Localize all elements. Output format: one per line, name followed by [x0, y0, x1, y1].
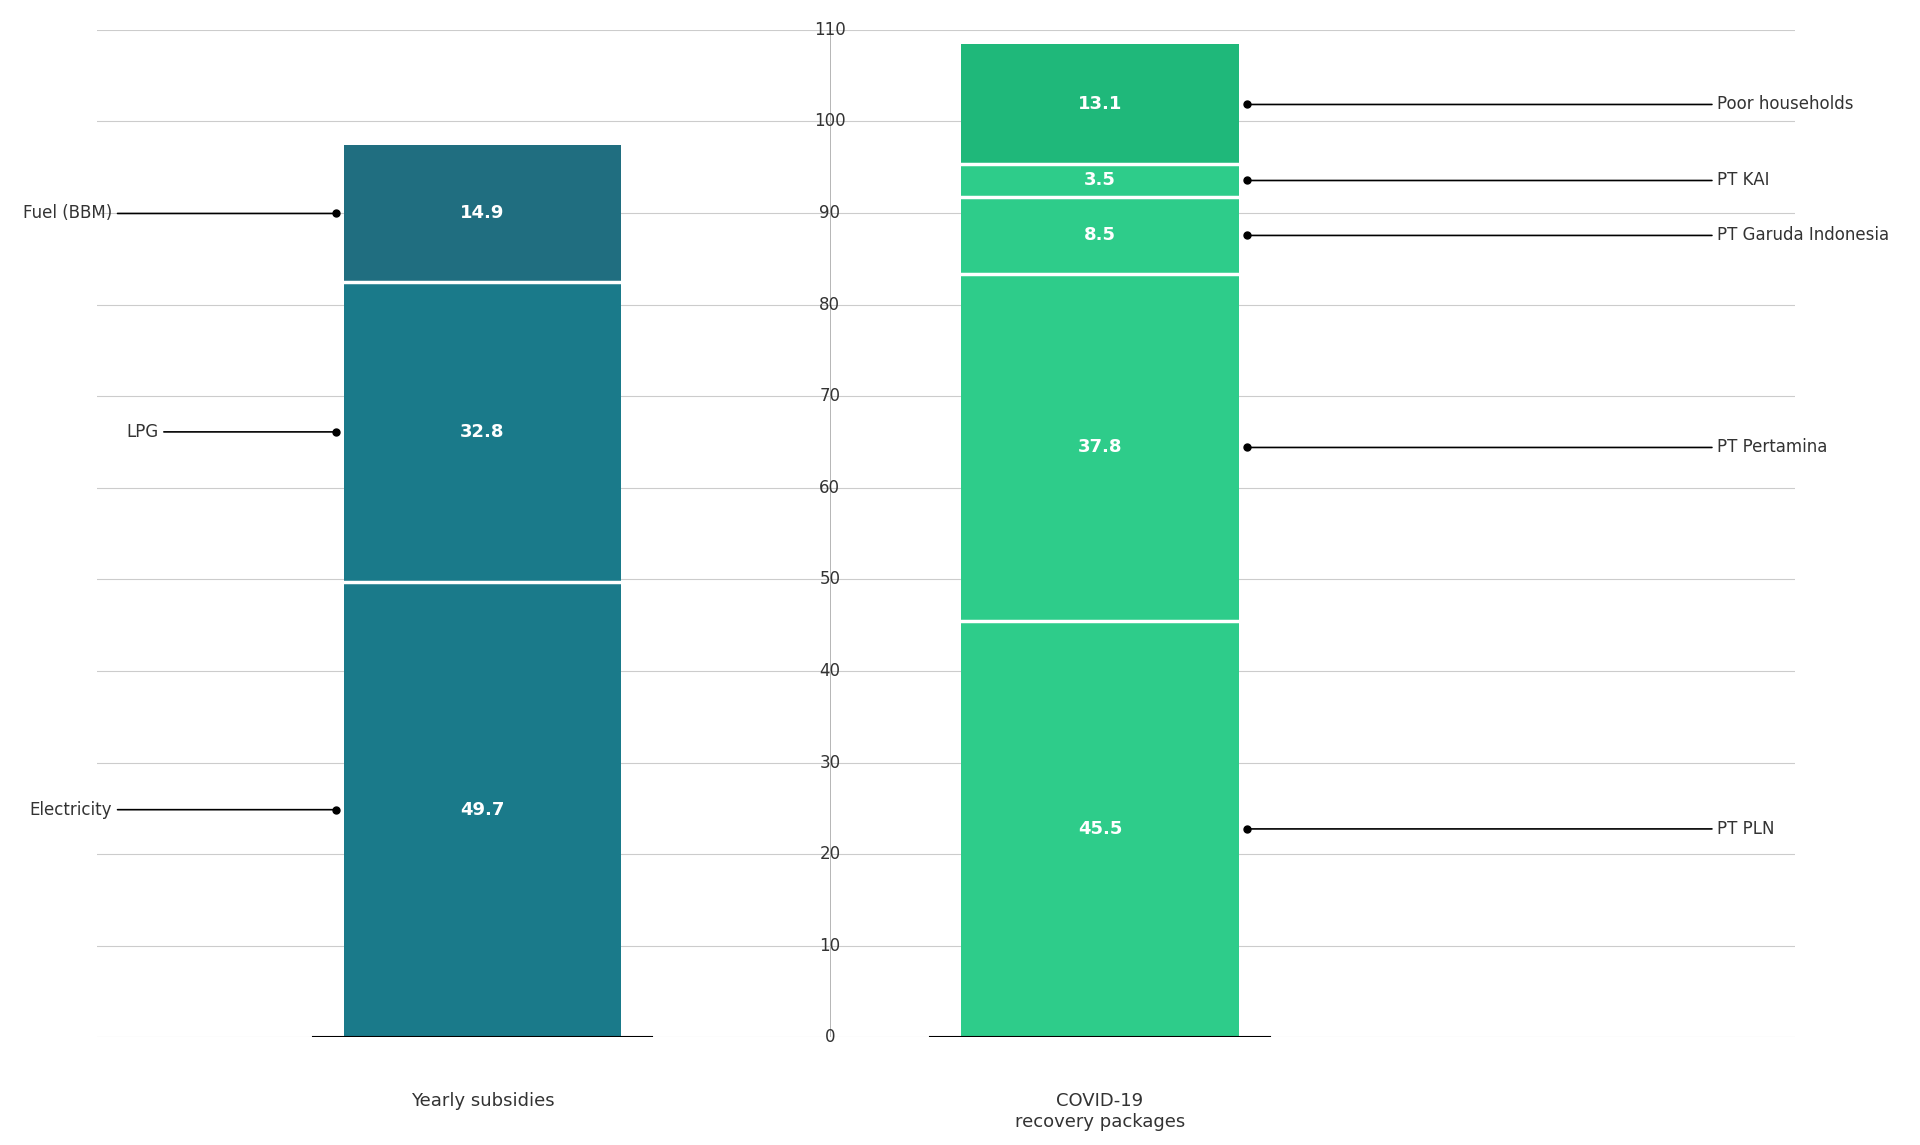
Text: 40: 40 — [820, 662, 841, 680]
Text: LPG: LPG — [127, 423, 332, 441]
Text: 8.5: 8.5 — [1085, 227, 1116, 244]
Text: PT Garuda Indonesia: PT Garuda Indonesia — [1250, 227, 1889, 244]
Text: 90: 90 — [820, 204, 841, 222]
Text: 50: 50 — [820, 570, 841, 589]
Text: 0: 0 — [824, 1028, 835, 1047]
Text: 70: 70 — [820, 387, 841, 405]
Text: 13.1: 13.1 — [1077, 95, 1121, 113]
Text: 80: 80 — [820, 295, 841, 314]
Text: 49.7: 49.7 — [461, 800, 505, 819]
Text: 60: 60 — [820, 479, 841, 497]
Text: COVID-19
recovery packages: COVID-19 recovery packages — [1016, 1092, 1185, 1131]
Text: PT KAI: PT KAI — [1250, 172, 1770, 189]
Bar — [962, 621, 1238, 1037]
Text: 45.5: 45.5 — [1077, 820, 1121, 838]
Text: 30: 30 — [820, 753, 841, 772]
Text: Electricity: Electricity — [29, 800, 332, 819]
Bar — [344, 145, 622, 282]
Text: 20: 20 — [820, 845, 841, 863]
Text: Yearly subsidies: Yearly subsidies — [411, 1092, 555, 1111]
Text: 37.8: 37.8 — [1077, 439, 1123, 457]
Text: Poor households: Poor households — [1250, 95, 1855, 113]
Bar — [962, 165, 1238, 197]
Bar — [962, 197, 1238, 275]
Bar — [344, 282, 622, 582]
Text: PT Pertamina: PT Pertamina — [1250, 439, 1828, 457]
Text: PT PLN: PT PLN — [1250, 820, 1774, 838]
Bar — [344, 582, 622, 1037]
Text: 100: 100 — [814, 112, 845, 131]
Text: Fuel (BBM): Fuel (BBM) — [23, 205, 332, 222]
Text: 14.9: 14.9 — [461, 205, 505, 222]
Bar — [962, 275, 1238, 621]
Text: 32.8: 32.8 — [461, 423, 505, 441]
Text: 3.5: 3.5 — [1085, 172, 1116, 189]
Bar — [962, 45, 1238, 165]
Text: 110: 110 — [814, 21, 845, 39]
Text: 10: 10 — [820, 937, 841, 955]
